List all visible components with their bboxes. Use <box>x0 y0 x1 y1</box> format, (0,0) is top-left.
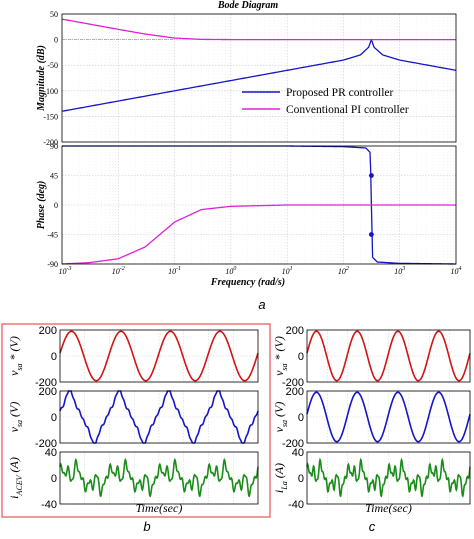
magnitude-ytick-label: 50 <box>50 10 58 19</box>
legend-label-pi: Conventional PI controller <box>286 104 409 116</box>
panel-b: 200 0 -200 vsa * (V) 200 0 -200 vsa (V) 40 0 -40 iA… <box>1 323 271 518</box>
panel-b-plot-2-frame <box>59 451 259 505</box>
panel-label-a: a <box>258 297 265 312</box>
panel-b-plot-0-ytick-label: 200 <box>39 325 57 337</box>
panel-b-plot-2-ytick-label: 0 <box>51 473 57 485</box>
panel-c-plot-2-ytick-label: 0 <box>298 473 304 485</box>
magnitude-bg <box>62 14 456 142</box>
panel-b-plot-2-ytick-label: -40 <box>41 499 57 511</box>
panel-c-plot-2-ytick-label: 40 <box>292 447 304 459</box>
panel-c-xlabel: Time(sec) <box>365 501 412 515</box>
panel-b-frame <box>1 323 271 518</box>
panel-c-plot-1-ytick-label: -200 <box>282 438 304 450</box>
x-tick-label: 10-2 <box>112 266 125 276</box>
panel-b-plot-0-frame <box>59 329 259 383</box>
panel-c-plot-0-frame <box>306 329 471 383</box>
panel-c-plot-1-frame <box>306 390 471 444</box>
panel-c-plot-1-ytick-label: 200 <box>286 386 304 398</box>
panel-c-plot-2-series <box>306 457 471 498</box>
magnitude-ytick-label: -50 <box>47 61 58 70</box>
bode-diagram: Bode Diagram 50 0 -50 -100 -150 -200 Proposed … <box>36 0 462 288</box>
panel-b-plot-1-ytick-label: -200 <box>35 438 57 450</box>
panel-b-plot-1-frame <box>59 390 259 444</box>
phase-frame <box>61 145 457 265</box>
x-tick-label: 10-1 <box>168 266 181 276</box>
panel-c-plot-2-ylabel: iLa (A) <box>272 463 289 493</box>
legend: Proposed PR controller Conventional PI co… <box>242 87 409 116</box>
magnitude-ytick-label: -100 <box>43 87 58 96</box>
panel-c-plot-1-ylabel: vsa (V) <box>272 402 289 433</box>
magnitude-ytick-label: -200 <box>43 138 58 147</box>
panel-b-plot-1-ylabel: vsa (V) <box>7 402 24 433</box>
panel-c-plot-1-ytick-label: 0 <box>298 412 304 424</box>
x-tick-label: 102 <box>338 266 349 276</box>
magnitude-ytick-label: -150 <box>43 112 58 121</box>
panel-b-xlabel: Time(sec) <box>136 501 183 515</box>
magnitude-series-pi <box>61 18 456 41</box>
panel-c-plot-1-series <box>306 391 471 443</box>
panel-b-plot-0-ytick-label: -200 <box>35 377 57 389</box>
panel-c-plot-0-ytick-label: 0 <box>298 351 304 363</box>
phase-marker-0 <box>368 173 374 178</box>
magnitude-series-pr <box>61 38 457 112</box>
x-tick-label: 100 <box>225 266 236 276</box>
panel-b-plot-1-series <box>59 390 259 444</box>
panel-b-plot-0-ytick-label: 0 <box>51 351 57 363</box>
panel-b-plot-1-ytick-label: 0 <box>51 412 57 424</box>
x-tick-label: 104 <box>451 265 462 276</box>
bode-xlabel: Frequency (rad/s) <box>210 277 285 288</box>
x-tick-label: 103 <box>394 266 405 276</box>
bode-title: Bode Diagram <box>217 0 279 11</box>
phase-ytick-label: 45 <box>50 172 58 181</box>
panel-b-plot-1-ytick-label: 200 <box>39 386 57 398</box>
x-tick-label: 10-3 <box>59 266 72 276</box>
panel-c-plot-0-ytick-label: -200 <box>282 377 304 389</box>
panel-c-plot-2-ytick-label: -40 <box>288 499 304 511</box>
phase-ytick-label: 0 <box>54 201 58 210</box>
phase-ylabel: Phase (deg) <box>36 181 47 230</box>
panel-b-plot-2-ytick-label: 40 <box>45 447 57 459</box>
magnitude-ytick-label: 0 <box>54 36 58 45</box>
panel-c-plot-2-frame <box>306 451 471 505</box>
phase-ytick-label: -90 <box>47 260 58 269</box>
panel-b-plot-0-series <box>59 330 259 382</box>
panel-label-c: c <box>369 519 376 534</box>
panel-b-plot-2-series <box>59 457 259 498</box>
x-tick-label: 101 <box>282 266 293 276</box>
phase-marker-1 <box>368 232 374 237</box>
magnitude-ylabel: Magnitude (dB) <box>36 45 47 112</box>
panel-c-plot-0-ytick-label: 200 <box>286 325 304 337</box>
panel-c-plot-0-ylabel: vsa * (V) <box>272 336 289 376</box>
panel-c-plot-0-series <box>306 330 471 382</box>
phase-ytick-label: 90 <box>50 142 58 151</box>
magnitude-plot: 50 0 -50 -100 -150 -200 Proposed PR controller… <box>43 10 457 147</box>
legend-label-pr: Proposed PR controller <box>286 87 393 99</box>
magnitude-frame <box>61 13 457 143</box>
panel-b-plot-2-ylabel: iACEV (A) <box>7 457 24 499</box>
phase-series-pi <box>61 204 456 265</box>
panel-label-b: b <box>143 519 150 534</box>
panel-b-plot-0-ylabel: vsa * (V) <box>7 336 24 376</box>
phase-ytick-label: -45 <box>47 231 58 240</box>
